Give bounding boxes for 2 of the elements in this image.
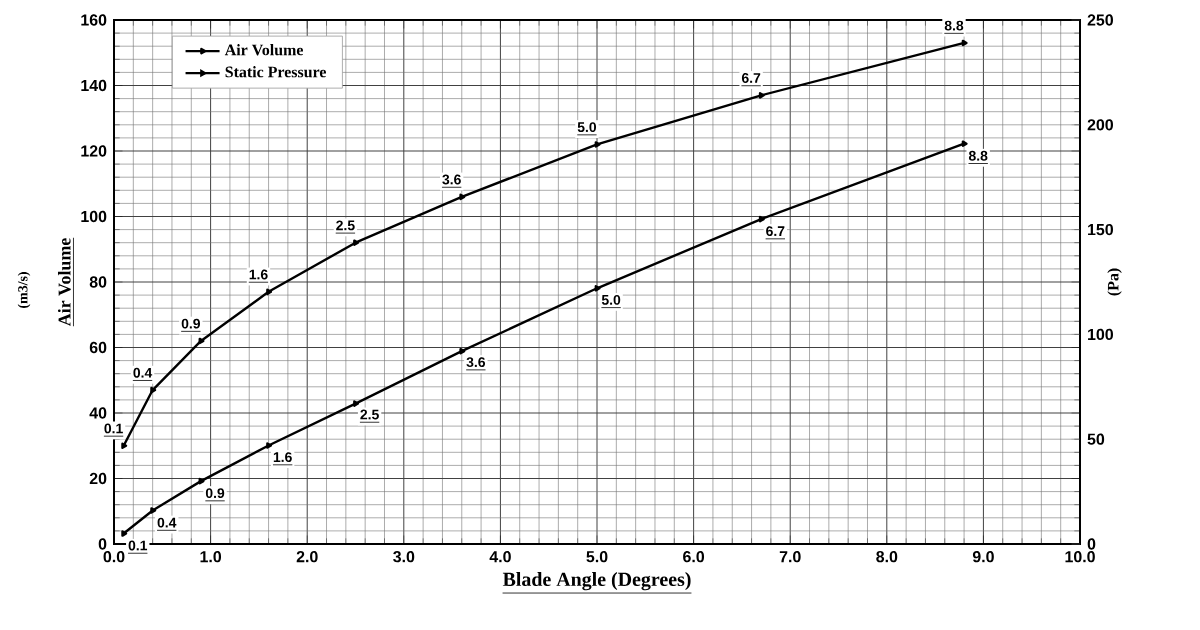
y-axis-title: Air Volume [57, 238, 71, 327]
x-axis-title: Blade Angle (Degrees) [502, 572, 691, 591]
